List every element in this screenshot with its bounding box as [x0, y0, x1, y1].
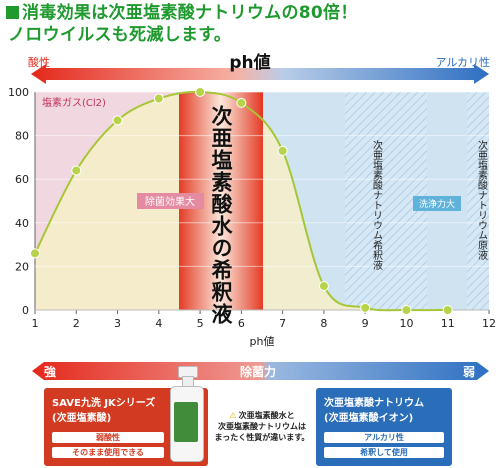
- product-subtitle: (次亜塩素酸): [52, 413, 112, 424]
- sterilizing-label: 除菌効果大: [145, 195, 195, 208]
- strength-arrow-bar: [32, 362, 489, 380]
- strength-center-label: 除菌力: [240, 364, 276, 379]
- ph-bar-center-label: ph値: [229, 52, 270, 73]
- spray-bottle-icon: [168, 366, 204, 462]
- headline-line2: ノロウイルスも死滅します。: [8, 25, 232, 45]
- ph-bar-left-label: 酸性: [28, 55, 50, 69]
- x-tick-label: 7: [279, 317, 286, 330]
- zone-stock-sodium: [467, 92, 489, 310]
- sodium-box: 次亜塩素酸ナトリウム (次亜塩素酸イオン) アルカリ性 希釈して使用: [316, 388, 452, 466]
- y-tick-label: 20: [15, 260, 29, 273]
- cleaning-label: 洗浄力大: [419, 198, 455, 210]
- x-tick-label: 5: [197, 317, 204, 330]
- strength-weak-label: 弱: [463, 364, 475, 379]
- x-tick-label: 1: [32, 317, 39, 330]
- headline: 消毒効果は次亜塩素酸ナトリウムの80倍！ ノロウイルスも死滅します。: [6, 2, 496, 46]
- headline-line1: 消毒効果は次亜塩素酸ナトリウムの80倍！: [22, 3, 358, 23]
- sodium-pill-alkaline: アルカリ性: [324, 432, 444, 443]
- data-point: [30, 248, 40, 259]
- sodium-pill-dilute: 希釈して使用: [324, 447, 444, 458]
- strength-strong-label: 強: [44, 364, 56, 379]
- warning-line1: 次亜塩素酸水と: [238, 411, 295, 420]
- product-title: SAVE九洗 JKシリーズ: [52, 398, 156, 409]
- data-point: [360, 302, 371, 313]
- warning-line2: 次亜塩素酸ナトリウムは: [218, 422, 306, 431]
- x-tick-label: 11: [441, 317, 455, 330]
- warning-note: ⚠ 次亜塩素酸水と 次亜塩素酸ナトリウムは まったく性質が違います。: [212, 410, 312, 443]
- data-point: [153, 93, 164, 104]
- stock-sodium-label: 次亜塩素酸ナトリウム原液: [476, 139, 488, 261]
- data-point: [112, 115, 123, 126]
- sodium-title: 次亜塩素酸ナトリウム: [324, 398, 424, 409]
- cleaning-tag: [413, 196, 461, 211]
- chlorine-gas-label: 塩素ガス(Cl2): [42, 96, 106, 109]
- data-point: [277, 145, 288, 156]
- x-tick-label: 12: [482, 317, 496, 330]
- y-tick-label: 80: [15, 130, 29, 143]
- sterilizing-tag: [137, 193, 204, 209]
- data-point: [442, 305, 453, 315]
- hypochlorous-label: 次亜塩素酸水の希釈液: [209, 104, 233, 325]
- y-tick-label: 40: [15, 217, 29, 230]
- y-tick-label: 100: [8, 86, 29, 99]
- product-pill-use-as-is: そのまま使用できる: [52, 447, 164, 458]
- bullet-square-icon: [6, 6, 19, 19]
- product-box: SAVE九洗 JKシリーズ (次亜塩素酸) 弱酸性 そのまま使用できる: [44, 366, 208, 466]
- ph-arrow-bar: [31, 64, 489, 84]
- warning-line3: まったく性質が違います。: [214, 433, 310, 442]
- ph-bar-right-label: アルカリ性: [435, 55, 490, 69]
- x-tick-label: 10: [399, 317, 413, 330]
- x-tick-label: 3: [114, 317, 121, 330]
- data-point: [195, 87, 206, 97]
- x-axis-label: ph値: [250, 335, 275, 348]
- product-pill-acidic: 弱酸性: [52, 432, 164, 443]
- x-tick-label: 4: [155, 317, 162, 330]
- data-point: [236, 97, 247, 108]
- x-tick-label: 6: [238, 317, 245, 330]
- x-tick-label: 8: [320, 317, 327, 330]
- sodium-subtitle: (次亜塩素酸イオン): [324, 413, 414, 424]
- y-tick-label: 0: [22, 304, 29, 317]
- data-point: [401, 305, 412, 315]
- x-tick-label: 2: [73, 317, 80, 330]
- warning-icon: ⚠: [229, 411, 237, 420]
- diluted-sodium-label: 次亜塩素酸ナトリウム希釈液: [371, 139, 383, 271]
- y-tick-label: 60: [15, 173, 29, 186]
- data-point: [71, 165, 82, 176]
- x-tick-label: 9: [362, 317, 369, 330]
- data-point: [318, 281, 329, 292]
